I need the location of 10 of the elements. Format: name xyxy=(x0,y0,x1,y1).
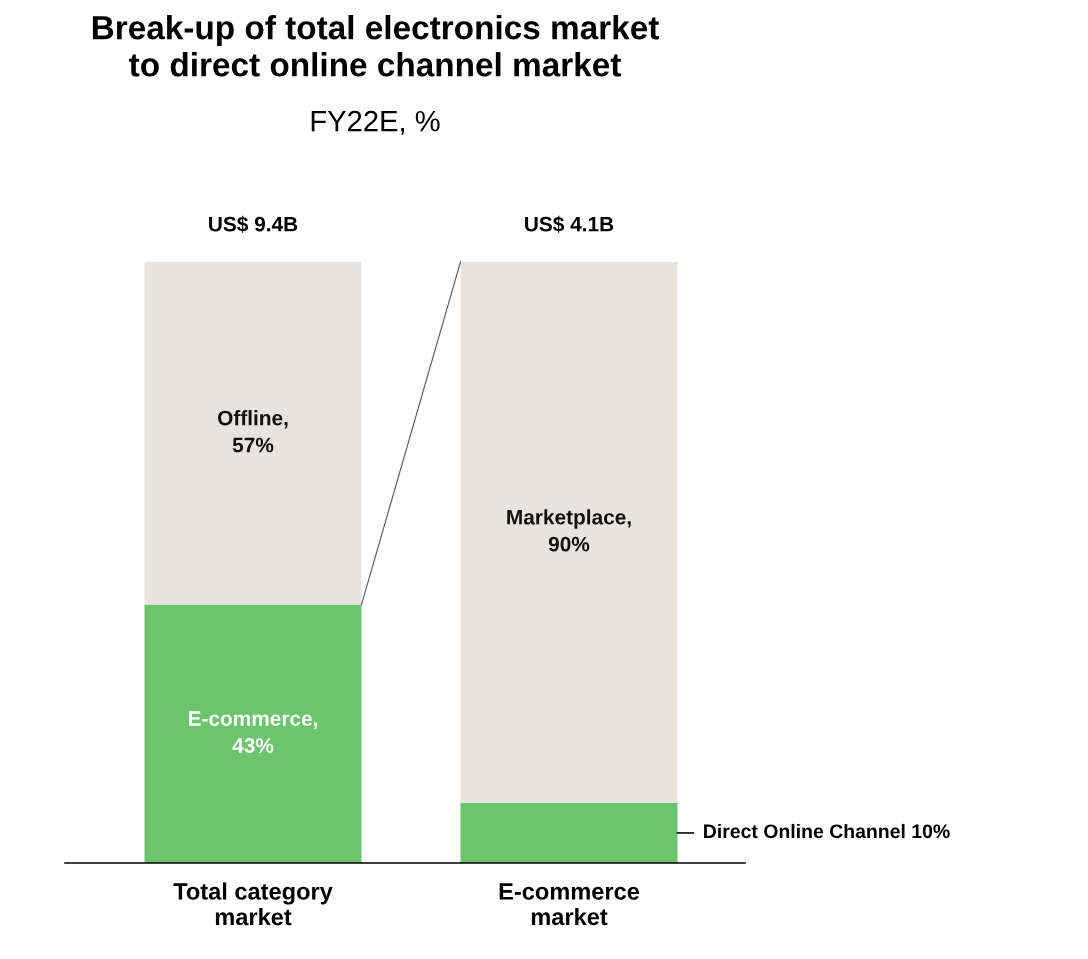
data-label: Offline, 57% xyxy=(217,410,288,453)
chart-subtitle: FY22E, % xyxy=(311,110,440,135)
total-label: US$ 4.1B xyxy=(525,215,614,233)
data-label: E-commerce, 43% xyxy=(188,711,318,753)
x-tick-label: E-commerce market xyxy=(499,883,640,926)
x-tick-label: Total category market xyxy=(173,882,333,926)
chart-title: Break-up of total electronics market to direct online channel market xyxy=(92,15,659,77)
data-label: Direct Online Channel 10% xyxy=(704,823,950,839)
total-label: US$ 9.4B xyxy=(209,215,298,233)
data-label: Marketplace, 90% xyxy=(507,509,631,552)
